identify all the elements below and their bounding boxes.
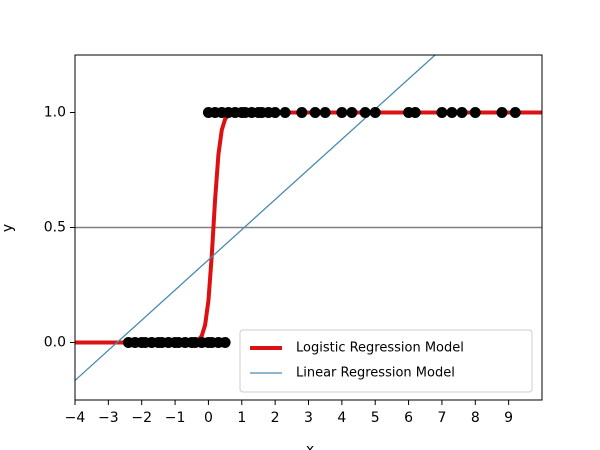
point (456, 107, 468, 118)
x-tick-label: 9 (504, 410, 513, 426)
point (359, 107, 371, 118)
point (279, 107, 291, 118)
line (75, 55, 437, 381)
x-tick-label: −1 (165, 410, 186, 426)
x-tick-label: 5 (371, 410, 380, 426)
x-tick-label: −2 (131, 410, 152, 426)
x-tick-label: −3 (98, 410, 119, 426)
x-tick-label: 2 (271, 410, 280, 426)
legend-label: Linear Regression Model (296, 366, 455, 381)
legend-label: Logistic Regression Model (296, 341, 464, 356)
point (336, 107, 348, 118)
plot-area (75, 55, 542, 381)
y-tick-label: 0.5 (44, 220, 66, 236)
x-tick-label: 7 (437, 410, 446, 426)
point (309, 107, 321, 118)
legend: Logistic Regression Model Linear Regressi… (239, 329, 533, 393)
point (469, 107, 481, 118)
point (369, 107, 381, 118)
x-tick-label: 6 (404, 410, 413, 426)
x-tick-label: 1 (237, 410, 246, 426)
y-axis-label: y (0, 224, 16, 232)
point (319, 107, 331, 118)
point (409, 107, 421, 118)
y-tick-label: 0.0 (44, 335, 66, 351)
x-tick-label: −4 (65, 410, 86, 426)
x-tick-label: 8 (471, 410, 480, 426)
x-tick-label: 0 (204, 410, 213, 426)
y-tick-label: 1.0 (44, 105, 66, 121)
point (269, 107, 281, 118)
point (436, 107, 448, 118)
point (296, 107, 308, 118)
point (509, 107, 521, 118)
x-tick-label: 3 (304, 410, 313, 426)
x-axis-label: x (306, 442, 314, 450)
point (446, 107, 458, 118)
point (496, 107, 508, 118)
legend-box (239, 329, 533, 393)
point (346, 107, 358, 118)
point (219, 337, 231, 348)
x-tick-label: 4 (337, 410, 346, 426)
